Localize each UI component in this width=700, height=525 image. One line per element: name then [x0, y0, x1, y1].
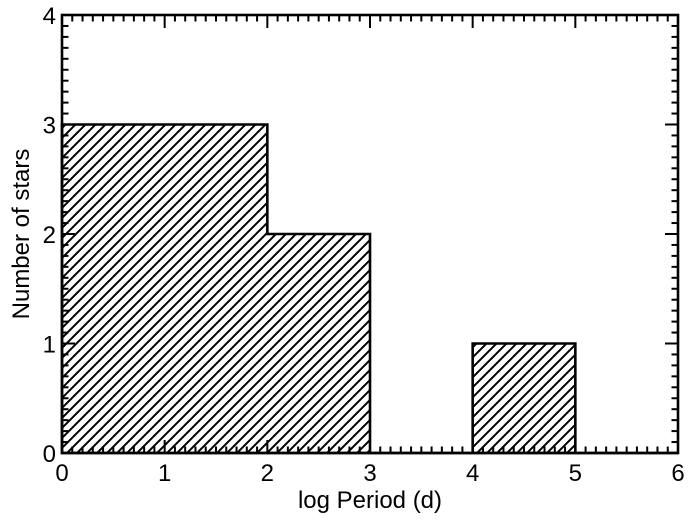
- y-tick-label: 0: [43, 441, 56, 468]
- histogram-bars: [60, 123, 678, 455]
- x-tick-label: 1: [158, 460, 171, 487]
- y-tick-label: 2: [43, 222, 56, 249]
- x-tick-label: 4: [466, 460, 479, 487]
- y-tick-label: 3: [43, 113, 56, 140]
- y-tick-label: 4: [43, 3, 56, 30]
- x-tick-label: 5: [569, 460, 582, 487]
- y-axis-title: Number of stars: [8, 148, 35, 320]
- x-tick-label: 0: [55, 460, 68, 487]
- x-tick-label: 6: [671, 460, 684, 487]
- y-tick-label: 1: [43, 332, 56, 359]
- x-axis-title: log Period (d): [297, 487, 443, 514]
- x-tick-label: 2: [261, 460, 274, 487]
- x-tick-label: 3: [363, 460, 376, 487]
